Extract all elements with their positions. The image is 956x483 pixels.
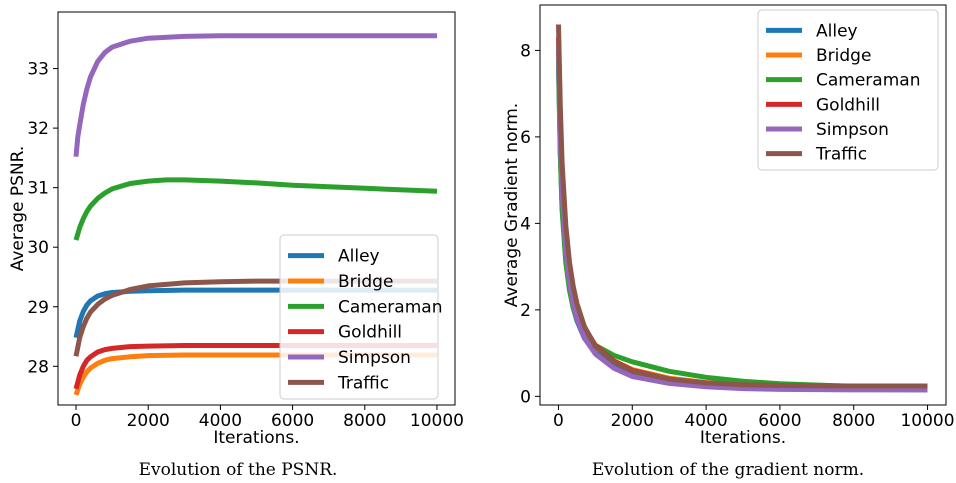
x-tick-label: 10000 [410,411,464,431]
legend-label-cameraman: Cameraman [338,297,442,317]
series-line-traffic [73,278,437,357]
y-tick-label: 4 [520,214,531,234]
x-tick-label: 6000 [271,411,314,431]
y-tick-label: 29 [27,298,49,318]
series-line-goldhill [73,343,437,390]
legend-label-bridge: Bridge [338,272,393,292]
y-tick-label: 33 [27,60,49,80]
x-tick-label: 2000 [611,411,654,431]
legend-label-cameraman: Cameraman [816,71,920,91]
y-axis-label: Average PSNR. [8,146,28,272]
legend-box [757,9,939,171]
x-tick-label: 2000 [127,411,170,431]
x-axis-label: Iterations. [213,428,299,448]
gradient-caption: Evolution of the gradient norm. [591,460,865,480]
y-tick-label: 31 [27,179,49,199]
x-tick-label: 6000 [758,411,801,431]
x-tick-label: 8000 [343,411,386,431]
chart-panel-2: 0 2000 4000 6000 8000 10000 0 2 4 6 8 Iterations. Av… [502,4,955,448]
legend: Alley Bridge Cameraman Goldhill Simpson Traff… [279,234,442,400]
series-line-alley [73,287,437,339]
y-tick-label: 32 [27,119,49,139]
legend-label-traffic: Traffic [337,373,389,393]
x-tick-label: 4000 [684,411,727,431]
x-tick-label: 4000 [199,411,242,431]
legend-label-alley: Alley [338,247,380,267]
legend-label-traffic: Traffic [815,145,867,165]
psnr-caption: Evolution of the PSNR. [138,460,338,480]
x-axis-label: Iterations. [700,428,786,448]
y-tick-label: 6 [520,128,531,148]
y-axis-label: Average Gradient norm. [502,103,522,307]
series-line-cameraman [73,177,438,241]
y-tick-label: 30 [27,238,49,258]
y-tick-label: 8 [520,41,531,61]
legend-label-goldhill: Goldhill [338,323,402,343]
x-tick-label: 0 [553,411,564,431]
series-line-traffic [556,24,928,389]
x-tick-label: 10000 [900,411,954,431]
x-tick-label: 8000 [832,411,875,431]
y-tick-label: 2 [520,301,531,321]
legend: Alley Bridge Cameraman Goldhill Simpson Traff… [757,9,939,171]
legend-label-goldhill: Goldhill [816,95,880,115]
chart-panel-1: 0 2000 4000 6000 8000 10000 28 29 30 31 32 33 Iterat… [8,11,464,448]
legend-label-bridge: Bridge [816,46,871,66]
series-line-bridge [73,352,437,396]
y-tick-label: 0 [520,387,531,407]
x-tick-label: 0 [71,411,82,431]
legend-label-alley: Alley [816,21,858,41]
series-line-simpson [73,33,437,157]
plot-frame [57,11,456,406]
plot-frame [539,4,947,406]
y-tick-label: 28 [27,357,49,377]
legend-label-simpson: Simpson [338,348,411,368]
legend-label-simpson: Simpson [816,120,889,140]
